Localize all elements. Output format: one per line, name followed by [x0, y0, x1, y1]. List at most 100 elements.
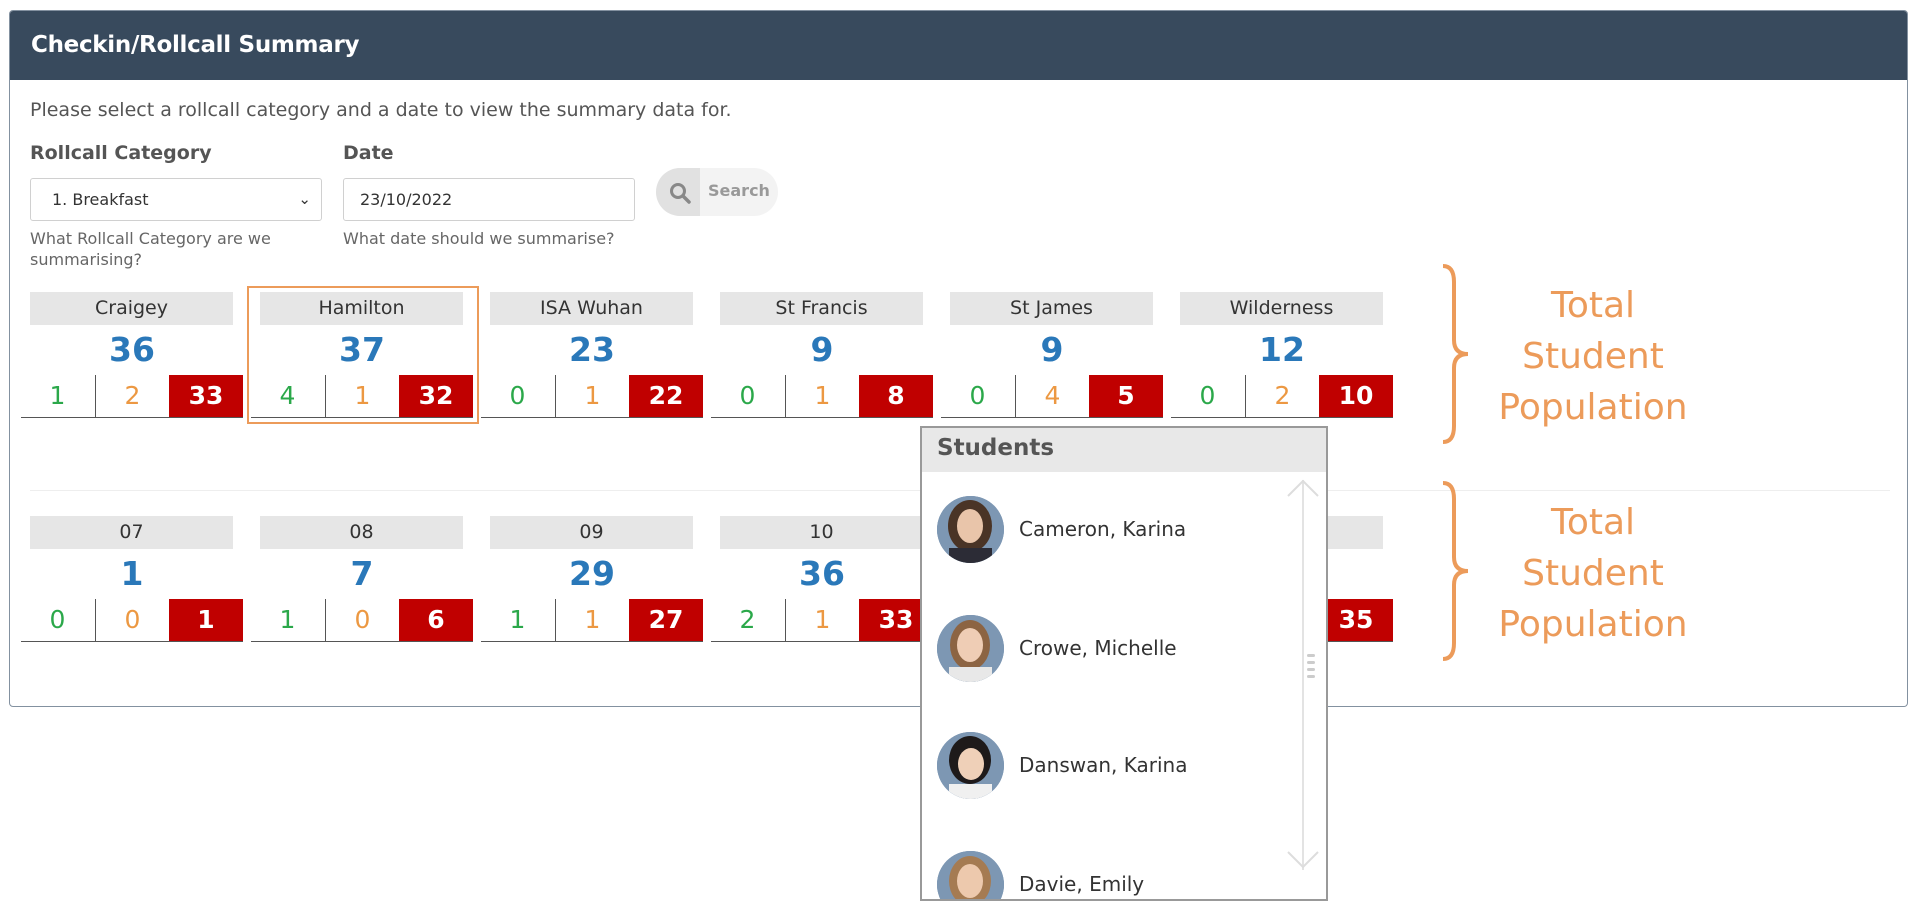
stat-red[interactable]: 1 [169, 599, 243, 641]
stat-green[interactable]: 1 [49, 381, 66, 410]
stat-red[interactable]: 27 [629, 599, 703, 641]
student-name: Danswan, Karina [1019, 753, 1188, 777]
house-name: Craigey [30, 292, 233, 325]
house-card-hamilton[interactable]: Hamilton 37 4 1 32 [247, 286, 479, 424]
year-stats: 1 0 6 [251, 599, 473, 642]
stat-orange[interactable]: 1 [785, 375, 859, 417]
house-name: St James [950, 292, 1153, 325]
population-label-line: Student [1522, 553, 1664, 594]
rollcall-category-label: Rollcall Category [30, 142, 212, 164]
stat-red[interactable]: 22 [629, 375, 703, 417]
year-card-07[interactable]: 07 1 0 0 1 [21, 516, 243, 646]
date-help: What date should we summarise? [343, 229, 615, 248]
student-avatar [937, 732, 1004, 799]
year-stats: 1 1 27 [481, 599, 703, 642]
stat-green[interactable]: 0 [969, 381, 986, 410]
stat-green[interactable]: 0 [1199, 381, 1216, 410]
stat-orange[interactable]: 1 [325, 375, 399, 417]
stat-orange[interactable]: 1 [785, 599, 859, 641]
stat-orange[interactable]: 1 [555, 375, 629, 417]
stat-orange[interactable]: 0 [95, 599, 169, 641]
students-popup[interactable]: Students Cameron, Karina Crowe, Michelle… [920, 426, 1328, 901]
students-popup-title: Students [922, 428, 1326, 472]
stat-red[interactable]: 10 [1319, 375, 1393, 417]
house-card-craigey[interactable]: Craigey 36 1 2 33 [21, 292, 243, 422]
year-stats: 0 0 1 [21, 599, 243, 642]
year-name: 10 [720, 516, 923, 549]
student-name: Cameron, Karina [1019, 517, 1187, 541]
house-name: Wilderness [1180, 292, 1383, 325]
population-label-line: Total [1550, 285, 1636, 326]
population-label-line: Population [1498, 387, 1688, 428]
house-stats: 0 1 22 [481, 375, 703, 418]
year-total: 1 [120, 554, 144, 593]
house-total: 12 [1259, 330, 1305, 369]
search-button-label: Search [708, 181, 770, 200]
students-scrollbar[interactable] [1302, 480, 1304, 870]
stat-red[interactable]: 35 [1319, 599, 1393, 641]
rollcall-category-select[interactable]: 1. Breakfast ⌄ [30, 178, 322, 221]
population-label-top: Total Student Population [1473, 280, 1713, 433]
year-name: 09 [490, 516, 693, 549]
house-card-st-james[interactable]: St James 9 0 4 5 [941, 292, 1163, 422]
date-input[interactable]: 23/10/2022 [343, 178, 635, 221]
house-total: 36 [109, 330, 155, 369]
chevron-down-icon[interactable] [1286, 850, 1320, 870]
date-label: Date [343, 142, 394, 164]
house-stats: 4 1 32 [251, 375, 473, 418]
stat-orange[interactable]: 4 [1015, 375, 1089, 417]
population-label-bottom: Total Student Population [1473, 497, 1713, 650]
student-avatar [937, 496, 1004, 563]
brace-annotation-top [1442, 264, 1469, 444]
year-name: 08 [260, 516, 463, 549]
house-total: 37 [339, 330, 385, 369]
chevron-up-icon[interactable] [1286, 478, 1320, 498]
year-total: 7 [350, 554, 374, 593]
house-total: 9 [810, 330, 834, 369]
stat-red[interactable]: 33 [169, 375, 243, 417]
stat-orange[interactable]: 1 [555, 599, 629, 641]
house-card-wilderness[interactable]: Wilderness 12 0 2 10 [1171, 292, 1393, 422]
year-card-09[interactable]: 09 29 1 1 27 [481, 516, 703, 646]
stat-green[interactable]: 1 [279, 605, 296, 634]
year-total: 29 [569, 554, 615, 593]
chevron-down-icon: ⌄ [298, 190, 311, 208]
stat-green[interactable]: 0 [739, 381, 756, 410]
year-card-08[interactable]: 08 7 1 0 6 [251, 516, 473, 646]
year-stats: 35 [1171, 599, 1393, 642]
scroll-grip-icon[interactable] [1307, 652, 1315, 680]
panel-title: Checkin/Rollcall Summary [10, 11, 1907, 80]
stat-green[interactable]: 1 [509, 605, 526, 634]
house-stats: 1 2 33 [21, 375, 243, 418]
house-card-isa-wuhan[interactable]: ISA Wuhan 23 0 1 22 [481, 292, 703, 422]
stat-red[interactable]: 32 [399, 375, 473, 417]
stat-green[interactable]: 0 [49, 605, 66, 634]
year-stats: 2 1 33 [711, 599, 933, 642]
rollcall-category-help: What Rollcall Category are we summarisin… [30, 229, 271, 269]
search-button[interactable]: Search [656, 168, 778, 216]
house-total: 9 [1040, 330, 1064, 369]
population-label-line: Student [1522, 336, 1664, 377]
stat-green[interactable]: 0 [509, 381, 526, 410]
stat-green[interactable]: 2 [739, 605, 756, 634]
population-label-line: Total [1550, 502, 1636, 543]
house-stats: 0 4 5 [941, 375, 1163, 418]
house-stats: 0 1 8 [711, 375, 933, 418]
house-card-st-francis[interactable]: St Francis 9 0 1 8 [711, 292, 933, 422]
stat-red[interactable]: 6 [399, 599, 473, 641]
stat-red[interactable]: 8 [859, 375, 933, 417]
search-icon [670, 183, 691, 204]
stat-orange[interactable]: 2 [1245, 375, 1319, 417]
search-button-icon-area [656, 168, 700, 216]
student-avatar [937, 615, 1004, 682]
population-label-line: Population [1498, 604, 1688, 645]
stat-orange[interactable]: 2 [95, 375, 169, 417]
student-avatar [937, 851, 1004, 899]
year-card-10[interactable]: 10 36 2 1 33 [711, 516, 933, 646]
brace-annotation-bottom [1442, 481, 1469, 661]
stat-orange[interactable]: 0 [325, 599, 399, 641]
year-name: 07 [30, 516, 233, 549]
stat-green[interactable]: 4 [279, 381, 296, 410]
stat-red[interactable]: 5 [1089, 375, 1163, 417]
house-stats: 0 2 10 [1171, 375, 1393, 418]
